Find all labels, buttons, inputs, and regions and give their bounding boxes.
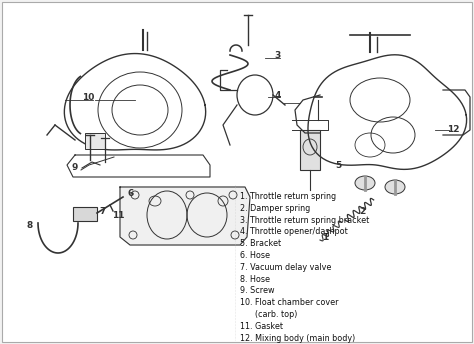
Text: 6. Hose: 6. Hose	[240, 251, 270, 260]
Text: 12. Mixing body (main body): 12. Mixing body (main body)	[240, 334, 355, 343]
Text: 8. Hose: 8. Hose	[240, 275, 270, 283]
Text: 9: 9	[72, 163, 78, 172]
Text: 2: 2	[359, 207, 365, 216]
Text: 7. Vacuum delay valve: 7. Vacuum delay valve	[240, 263, 331, 272]
Bar	[85, 133, 105, 149]
Bar	[300, 130, 320, 170]
Text: 5: 5	[335, 161, 341, 170]
Polygon shape	[120, 187, 250, 245]
Text: 3. Throttle return spring bracket: 3. Throttle return spring bracket	[240, 216, 369, 225]
Text: 6: 6	[128, 189, 134, 197]
Text: 11: 11	[112, 211, 124, 219]
Text: 2. Damper spring: 2. Damper spring	[240, 204, 310, 213]
Text: 9. Screw: 9. Screw	[240, 287, 274, 295]
Text: 1: 1	[322, 234, 328, 243]
Text: 8: 8	[27, 221, 33, 229]
Text: 7: 7	[100, 207, 106, 216]
Ellipse shape	[355, 176, 375, 190]
Text: 3: 3	[275, 51, 281, 60]
Text: 11. Gasket: 11. Gasket	[240, 322, 283, 331]
Text: 10: 10	[82, 94, 94, 103]
Text: 12: 12	[447, 126, 459, 135]
Ellipse shape	[385, 180, 405, 194]
Text: 5. Bracket: 5. Bracket	[240, 239, 281, 248]
Text: 4: 4	[275, 90, 281, 99]
Text: 1. Throttle return spring: 1. Throttle return spring	[240, 192, 336, 201]
Text: (carb. top): (carb. top)	[240, 310, 297, 319]
Text: 4. Throttle opener/dashpot: 4. Throttle opener/dashpot	[240, 227, 348, 236]
Text: 10. Float chamber cover: 10. Float chamber cover	[240, 298, 338, 307]
Bar	[73, 207, 97, 221]
